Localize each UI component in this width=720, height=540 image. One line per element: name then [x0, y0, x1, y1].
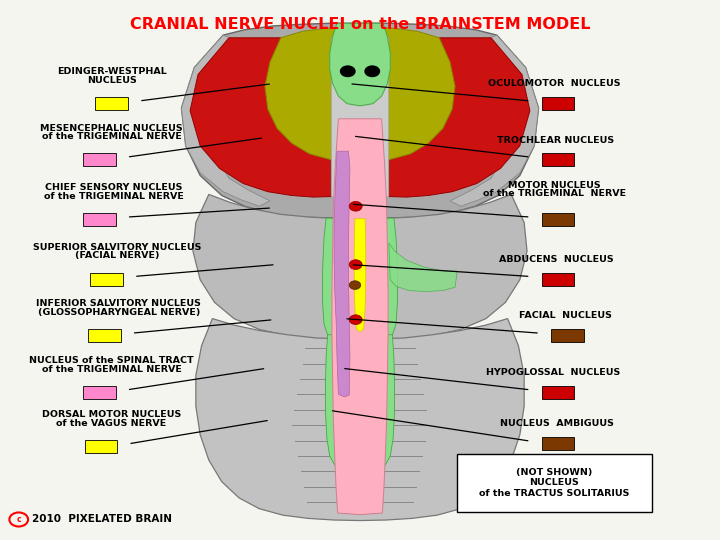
Text: of the VAGUS NERVE: of the VAGUS NERVE — [56, 418, 167, 428]
Polygon shape — [331, 38, 389, 201]
Bar — [95, 97, 128, 110]
Text: of the TRIGEMINAL  NERVE: of the TRIGEMINAL NERVE — [483, 189, 626, 198]
Bar — [542, 386, 575, 399]
Text: of the TRIGEMINAL NERVE: of the TRIGEMINAL NERVE — [42, 132, 181, 141]
Text: DORSAL MOTOR NUCLEUS: DORSAL MOTOR NUCLEUS — [42, 410, 181, 419]
Bar — [542, 153, 575, 166]
Polygon shape — [332, 119, 388, 515]
Bar — [542, 213, 575, 226]
Text: CHIEF SENSORY NUCLEUS: CHIEF SENSORY NUCLEUS — [45, 183, 182, 192]
Bar — [542, 97, 575, 110]
Text: OCULOMOTOR  NUCLEUS: OCULOMOTOR NUCLEUS — [488, 79, 621, 88]
Polygon shape — [354, 219, 366, 332]
Polygon shape — [325, 335, 395, 471]
Text: NUCLEUS  AMBIGUUS: NUCLEUS AMBIGUUS — [500, 420, 613, 428]
Bar — [542, 437, 575, 450]
Text: of the TRIGEMINAL NERVE: of the TRIGEMINAL NERVE — [44, 192, 184, 201]
Polygon shape — [190, 38, 331, 197]
Text: c: c — [17, 515, 21, 524]
Text: NUCLEUS: NUCLEUS — [86, 76, 137, 85]
Text: NUCLEUS of the SPINAL TRACT: NUCLEUS of the SPINAL TRACT — [30, 356, 194, 365]
Bar — [457, 454, 652, 512]
Text: EDINGER-WESTPHAL: EDINGER-WESTPHAL — [57, 67, 166, 76]
Polygon shape — [389, 38, 530, 197]
Text: (GLOSSOPHARYNGEAL NERVE): (GLOSSOPHARYNGEAL NERVE) — [37, 308, 200, 317]
Text: CRANIAL NERVE NUCLEI on the BRAINSTEM MODEL: CRANIAL NERVE NUCLEI on the BRAINSTEM MO… — [130, 17, 590, 32]
Circle shape — [349, 315, 362, 325]
Polygon shape — [181, 35, 270, 206]
Bar — [85, 440, 117, 453]
Text: (FACIAL NERVE): (FACIAL NERVE) — [75, 251, 160, 260]
Polygon shape — [450, 35, 539, 206]
Circle shape — [349, 281, 361, 289]
Text: TROCHLEAR NUCLEUS: TROCHLEAR NUCLEUS — [498, 136, 614, 145]
Circle shape — [349, 201, 362, 211]
Text: MESENCEPHALIC NUCLEUS: MESENCEPHALIC NUCLEUS — [40, 124, 183, 133]
Polygon shape — [265, 27, 455, 161]
Text: of the TRIGEMINAL NERVE: of the TRIGEMINAL NERVE — [42, 364, 181, 374]
Polygon shape — [181, 23, 539, 219]
Bar — [552, 329, 584, 342]
Bar — [89, 329, 121, 342]
Polygon shape — [334, 151, 350, 397]
Text: ABDUCENS  NUCLEUS: ABDUCENS NUCLEUS — [498, 255, 613, 264]
Text: HYPOGLOSSAL  NUCLEUS: HYPOGLOSSAL NUCLEUS — [486, 368, 620, 377]
Text: (NOT SHOWN)
NUCLEUS
of the TRACTUS SOLITARIUS: (NOT SHOWN) NUCLEUS of the TRACTUS SOLIT… — [480, 468, 629, 498]
Text: INFERIOR SALVITORY NUCLEUS: INFERIOR SALVITORY NUCLEUS — [37, 299, 201, 308]
Circle shape — [340, 65, 356, 77]
Polygon shape — [323, 218, 397, 339]
Text: MOTOR NUCLEUS: MOTOR NUCLEUS — [508, 180, 600, 190]
Text: SUPERIOR SALVITORY NUCLEUS: SUPERIOR SALVITORY NUCLEUS — [33, 242, 202, 252]
Polygon shape — [389, 243, 457, 292]
Bar — [84, 153, 116, 166]
Bar — [84, 213, 116, 226]
Polygon shape — [196, 319, 524, 521]
Text: 2010  PIXELATED BRAIN: 2010 PIXELATED BRAIN — [32, 515, 171, 524]
Polygon shape — [193, 194, 527, 340]
Circle shape — [364, 65, 380, 77]
Polygon shape — [330, 23, 390, 106]
Bar — [542, 273, 575, 286]
Text: FACIAL  NUCLEUS: FACIAL NUCLEUS — [519, 312, 611, 320]
Bar — [84, 386, 116, 399]
Bar — [91, 273, 122, 286]
Circle shape — [349, 260, 362, 269]
